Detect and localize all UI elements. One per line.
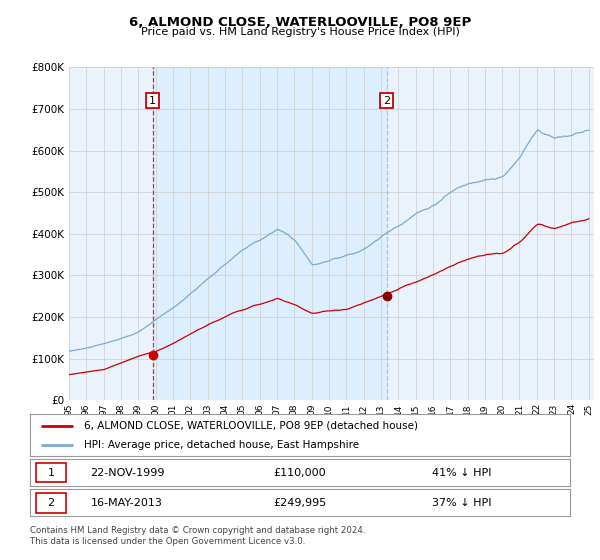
Bar (153, 67, 386, 400)
FancyBboxPatch shape (37, 493, 66, 512)
Text: 2: 2 (47, 498, 55, 508)
Text: 2: 2 (383, 96, 390, 105)
Text: 1: 1 (47, 468, 55, 478)
Text: HPI: Average price, detached house, East Hampshire: HPI: Average price, detached house, East… (84, 440, 359, 450)
FancyBboxPatch shape (37, 463, 66, 482)
Text: 6, ALMOND CLOSE, WATERLOOVILLE, PO8 9EP (detached house): 6, ALMOND CLOSE, WATERLOOVILLE, PO8 9EP … (84, 421, 418, 431)
Text: 22-NOV-1999: 22-NOV-1999 (90, 468, 164, 478)
Text: £249,995: £249,995 (274, 498, 326, 508)
Text: £110,000: £110,000 (274, 468, 326, 478)
Text: 37% ↓ HPI: 37% ↓ HPI (432, 498, 492, 508)
Text: Price paid vs. HM Land Registry's House Price Index (HPI): Price paid vs. HM Land Registry's House … (140, 27, 460, 37)
Text: 16-MAY-2013: 16-MAY-2013 (91, 498, 163, 508)
Text: 6, ALMOND CLOSE, WATERLOOVILLE, PO8 9EP: 6, ALMOND CLOSE, WATERLOOVILLE, PO8 9EP (129, 16, 471, 29)
Text: 1: 1 (149, 96, 156, 105)
Text: 41% ↓ HPI: 41% ↓ HPI (432, 468, 492, 478)
Text: Contains HM Land Registry data © Crown copyright and database right 2024.
This d: Contains HM Land Registry data © Crown c… (30, 526, 365, 546)
